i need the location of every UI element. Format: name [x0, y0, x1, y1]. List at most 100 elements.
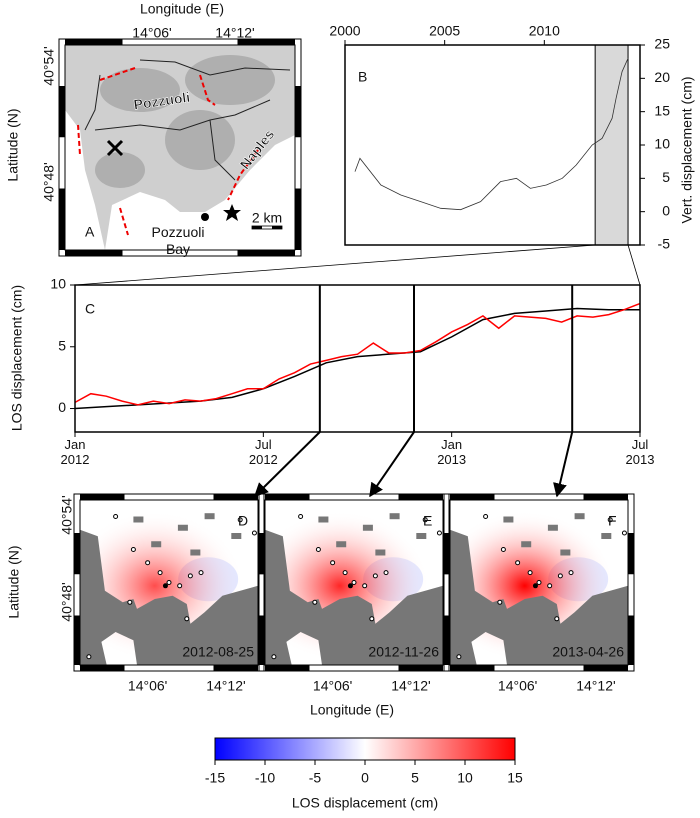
- station: [536, 580, 542, 585]
- frame-bar: [259, 615, 265, 665]
- frame-bar: [398, 665, 443, 671]
- station: [86, 654, 92, 660]
- station: [554, 616, 560, 622]
- colorbar-label: LOS displacement (cm): [292, 795, 438, 811]
- nodata: [389, 513, 400, 520]
- y-axis-label: LOS displacement (cm): [9, 285, 25, 431]
- zoom-connector: [74, 244, 596, 286]
- nodata: [601, 533, 612, 539]
- panel-letter: F: [608, 513, 617, 529]
- station: [607, 517, 613, 523]
- frame-bar: [450, 494, 495, 500]
- y-tick-label: -5: [658, 236, 671, 252]
- station: [127, 599, 133, 605]
- map-frame-outer: [258, 493, 450, 672]
- station: [157, 570, 163, 576]
- nodata: [190, 549, 201, 556]
- panel-letter: C: [85, 301, 95, 317]
- nodata: [574, 513, 585, 520]
- town-dot: [201, 213, 209, 221]
- y-tick-label: 20: [654, 69, 670, 85]
- nodata: [231, 533, 242, 539]
- date-arrow: [553, 431, 574, 498]
- frame-bar: [237, 39, 295, 45]
- station: [497, 599, 503, 605]
- station: [315, 547, 321, 552]
- frame-bar: [295, 188, 301, 250]
- crater-mark: [106, 139, 124, 157]
- x-tick-label: 14°12': [391, 678, 430, 694]
- zoom-connector: [627, 244, 641, 286]
- x-tick-label: 14°12': [215, 25, 254, 41]
- station: [330, 560, 336, 566]
- y-tick-label: 40°48': [41, 162, 57, 201]
- station: [557, 573, 563, 579]
- relief: [185, 55, 275, 105]
- sea: [65, 110, 105, 250]
- y-tick-label: 0: [662, 202, 670, 218]
- frame-bar: [295, 86, 301, 138]
- nodata: [416, 533, 427, 539]
- frame-bar: [74, 615, 80, 665]
- date-arrow: [254, 431, 321, 497]
- map-panel: [80, 500, 258, 665]
- fault-line: [77, 124, 81, 156]
- y-tick-label: 25: [654, 36, 670, 52]
- boundary: [84, 74, 101, 131]
- boundary: [209, 119, 236, 181]
- frame-bar: [444, 533, 450, 575]
- frame-bar: [237, 250, 295, 256]
- fault-line: [99, 67, 136, 81]
- station: [456, 654, 462, 660]
- station: [177, 583, 183, 589]
- frame-bar: [583, 665, 628, 671]
- place-label: Pozzuoli Bay: [151, 224, 205, 257]
- scale-bar: [272, 226, 282, 229]
- nodata: [375, 549, 386, 556]
- series-line: [74, 302, 641, 406]
- colorbar-tick-label: 0: [361, 770, 369, 786]
- x-tick-label: 14°12': [576, 678, 615, 694]
- sea-mask: [265, 529, 443, 665]
- x-axis-label: Longitude (E): [310, 702, 394, 718]
- boundary: [94, 99, 271, 131]
- x-tick-label: Jul 2013: [625, 437, 655, 467]
- station: [184, 616, 190, 622]
- frame-bar: [80, 494, 125, 500]
- x-tick-label: 2005: [429, 23, 460, 39]
- fault-line: [119, 207, 129, 236]
- y-tick-label: 5: [58, 337, 66, 353]
- relief: [100, 68, 180, 112]
- frame-bar: [398, 494, 443, 500]
- x-tick-label: 14°06': [498, 678, 537, 694]
- frame-bar: [628, 615, 634, 665]
- station: [298, 514, 304, 519]
- station: [547, 583, 553, 589]
- series-line: [74, 307, 640, 410]
- frame-bar: [74, 533, 80, 575]
- fault-line: [199, 74, 216, 106]
- y-axis-label: Latitude (N): [6, 545, 22, 618]
- station: [422, 517, 428, 523]
- boundary: [139, 59, 291, 76]
- x-tick-label: 2000: [329, 23, 360, 39]
- map-frame-outer: [443, 493, 635, 672]
- frame-bar: [265, 494, 310, 500]
- station: [515, 560, 521, 566]
- map-panel: [265, 500, 443, 665]
- y-axis-label: Vert. displacement (cm): [679, 76, 695, 223]
- colorbar-tick-label: 5: [411, 770, 419, 786]
- nodata: [362, 524, 373, 531]
- frame-bar: [259, 533, 265, 575]
- frame-bar: [628, 533, 634, 575]
- colorbar: [214, 737, 516, 761]
- station: [162, 583, 168, 589]
- colorbar-tick-label: -15: [205, 770, 225, 786]
- station: [166, 580, 172, 585]
- map-date: 2012-11-26: [368, 644, 439, 660]
- frame-bar: [59, 86, 65, 138]
- panel-letter: A: [85, 224, 95, 240]
- panel-letter: D: [238, 513, 248, 529]
- station: [362, 583, 368, 589]
